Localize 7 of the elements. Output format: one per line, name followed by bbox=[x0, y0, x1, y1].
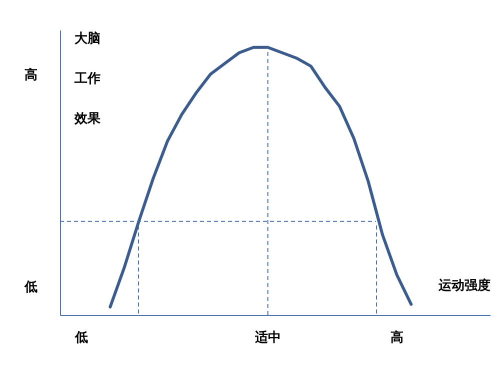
x-tick-label: 高 bbox=[390, 330, 404, 346]
x-tick-label: 低 bbox=[74, 330, 88, 346]
x-axis-title: 运动强度 bbox=[438, 278, 490, 294]
text: 高 bbox=[24, 67, 38, 83]
text: 大脑工作效果 bbox=[74, 32, 100, 126]
x-tick-label: 适中 bbox=[254, 330, 281, 346]
text: 低 bbox=[24, 280, 38, 295]
